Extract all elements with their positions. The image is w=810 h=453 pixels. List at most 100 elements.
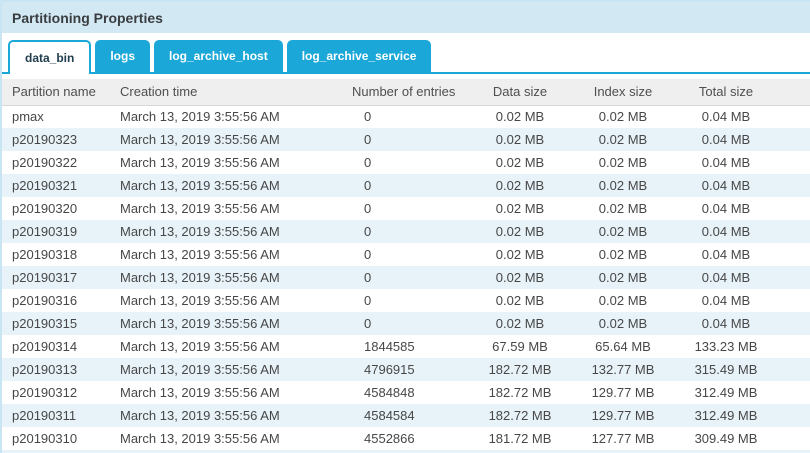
index-size-cell: 65.64 MB xyxy=(595,339,651,354)
creation-time-cell: March 13, 2019 3:55:56 AM xyxy=(120,247,280,262)
tab-log_archive_host[interactable]: log_archive_host xyxy=(154,40,283,72)
partition-name-cell: p20190321 xyxy=(12,178,78,193)
data-size-cell: 0.02 MB xyxy=(495,155,545,170)
total-size-cell: 0.04 MB xyxy=(701,270,751,285)
index-size-cell: 0.02 MB xyxy=(598,270,648,285)
partition-name-cell: p20190312 xyxy=(12,385,78,400)
index-size-cell: 0.02 MB xyxy=(598,201,648,216)
entries-cell: 4552866 xyxy=(364,431,415,446)
total-size-cell: 0.04 MB xyxy=(701,201,751,216)
entries-cell: 0 xyxy=(364,270,372,285)
index-size-cell: 129.77 MB xyxy=(591,385,655,400)
index-size-cell: 127.77 MB xyxy=(591,431,655,446)
creation-time-cell: March 13, 2019 3:55:56 AM xyxy=(120,224,280,239)
total-size-cell: 312.49 MB xyxy=(694,408,758,423)
column-header-index-size: Index size xyxy=(572,79,674,106)
tab-log_archive_service[interactable]: log_archive_service xyxy=(286,40,432,72)
total-size-cell: 0.04 MB xyxy=(701,247,751,262)
table-row[interactable]: p20190323 March 13, 2019 3:55:56 AM 0 0.02 … xyxy=(2,128,810,151)
partition-name-cell: p20190318 xyxy=(12,247,78,262)
entries-cell: 0 xyxy=(364,109,372,125)
creation-time-cell: March 13, 2019 3:55:56 AM xyxy=(120,408,280,423)
tab-data_bin[interactable]: data_bin xyxy=(8,40,92,74)
index-size-cell: 0.02 MB xyxy=(598,132,648,147)
data-size-cell: 181.72 MB xyxy=(488,431,552,446)
partitions-table: Partition name Creation time Number of ent… xyxy=(2,79,810,450)
table-row[interactable]: p20190310 March 13, 2019 3:55:56 AM 455286… xyxy=(2,427,810,450)
column-header-creation-time: Creation time xyxy=(120,79,352,106)
data-size-cell: 0.02 MB xyxy=(495,201,545,216)
creation-time-cell: March 13, 2019 3:55:56 AM xyxy=(120,431,280,446)
data-size-cell: 0.02 MB xyxy=(495,270,545,285)
entries-cell: 0 xyxy=(364,201,372,216)
entries-cell: 4796915 xyxy=(364,362,415,377)
next-row-sliver xyxy=(2,450,810,453)
data-size-cell: 0.02 MB xyxy=(495,109,545,125)
panel-title: Partitioning Properties xyxy=(12,9,163,26)
entries-cell: 0 xyxy=(364,178,372,193)
partition-name-cell: p20190323 xyxy=(12,132,78,147)
total-size-cell: 133.23 MB xyxy=(694,339,758,354)
index-size-cell: 129.77 MB xyxy=(591,408,655,423)
table-row[interactable]: p20190318 March 13, 2019 3:55:56 AM 0 0.02 … xyxy=(2,243,810,266)
data-size-cell: 0.02 MB xyxy=(495,132,545,147)
entries-cell: 0 xyxy=(364,316,372,331)
table-row[interactable]: p20190317 March 13, 2019 3:55:56 AM 0 0.02 … xyxy=(2,266,810,289)
column-header-number-of-entries: Number of entries xyxy=(352,79,468,106)
tab-underline xyxy=(2,72,810,74)
entries-cell: 1844585 xyxy=(364,339,415,354)
partition-name-cell: p20190315 xyxy=(12,316,78,331)
index-size-cell: 0.02 MB xyxy=(598,247,648,262)
data-size-cell: 182.72 MB xyxy=(488,408,552,423)
table-row[interactable]: pmax March 13, 2019 3:55:56 AM 0 0.02 MB 0.0… xyxy=(2,105,810,128)
creation-time-cell: March 13, 2019 3:55:56 AM xyxy=(120,339,280,354)
entries-cell: 0 xyxy=(364,224,372,239)
table-header-row: Partition name Creation time Number of ent… xyxy=(2,79,810,106)
data-size-cell: 0.02 MB xyxy=(495,316,545,331)
entries-cell: 0 xyxy=(364,155,372,170)
creation-time-cell: March 13, 2019 3:55:56 AM xyxy=(120,316,280,331)
total-size-cell: 0.04 MB xyxy=(701,109,751,125)
data-size-cell: 0.02 MB xyxy=(495,247,545,262)
partition-name-cell: p20190310 xyxy=(12,431,78,446)
tab-logs[interactable]: logs xyxy=(95,40,151,72)
index-size-cell: 0.02 MB xyxy=(598,316,648,331)
creation-time-cell: March 13, 2019 3:55:56 AM xyxy=(120,293,280,308)
index-size-cell: 0.02 MB xyxy=(598,224,648,239)
table-row[interactable]: p20190316 March 13, 2019 3:55:56 AM 0 0.02 … xyxy=(2,289,810,312)
creation-time-cell: March 13, 2019 3:55:56 AM xyxy=(120,270,280,285)
creation-time-cell: March 13, 2019 3:55:56 AM xyxy=(120,155,280,170)
creation-time-cell: March 13, 2019 3:55:56 AM xyxy=(120,362,280,377)
table-row[interactable]: p20190313 March 13, 2019 3:55:56 AM 479691… xyxy=(2,358,810,381)
data-size-cell: 182.72 MB xyxy=(488,385,552,400)
entries-cell: 0 xyxy=(364,132,372,147)
tab-bar: data_bin logs log_archive_host log_archive_… xyxy=(2,40,810,74)
partitions-grid: Partition name Creation time Number of ent… xyxy=(2,79,810,453)
creation-time-cell: March 13, 2019 3:55:56 AM xyxy=(120,178,280,193)
total-size-cell: 0.04 MB xyxy=(701,178,751,193)
partition-name-cell: pmax xyxy=(12,109,44,125)
index-size-cell: 0.02 MB xyxy=(598,109,648,125)
table-row[interactable]: p20190319 March 13, 2019 3:55:56 AM 0 0.02 … xyxy=(2,220,810,243)
table-row[interactable]: p20190322 March 13, 2019 3:55:56 AM 0 0.02 … xyxy=(2,151,810,174)
table-row[interactable]: p20190312 March 13, 2019 3:55:56 AM 458484… xyxy=(2,381,810,404)
index-size-cell: 0.02 MB xyxy=(598,293,648,308)
creation-time-cell: March 13, 2019 3:55:56 AM xyxy=(120,109,280,125)
panel-title-bar: Partitioning Properties xyxy=(2,2,810,33)
table-row[interactable]: p20190311 March 13, 2019 3:55:56 AM 458458… xyxy=(2,404,810,427)
table-body: pmax March 13, 2019 3:55:56 AM 0 0.02 MB 0.0… xyxy=(2,105,810,450)
index-size-cell: 132.77 MB xyxy=(591,362,655,377)
total-size-cell: 312.49 MB xyxy=(694,385,758,400)
total-size-cell: 309.49 MB xyxy=(694,431,758,446)
partition-name-cell: p20190322 xyxy=(12,155,78,170)
entries-cell: 4584848 xyxy=(364,385,415,400)
column-header-total-size: Total size xyxy=(674,79,778,106)
table-row[interactable]: p20190315 March 13, 2019 3:55:56 AM 0 0.02 … xyxy=(2,312,810,335)
entries-cell: 0 xyxy=(364,247,372,262)
table-row[interactable]: p20190320 March 13, 2019 3:55:56 AM 0 0.02 … xyxy=(2,197,810,220)
table-row[interactable]: p20190321 March 13, 2019 3:55:56 AM 0 0.02 … xyxy=(2,174,810,197)
table-row[interactable]: p20190314 March 13, 2019 3:55:56 AM 184458… xyxy=(2,335,810,358)
data-size-cell: 182.72 MB xyxy=(488,362,552,377)
partition-name-cell: p20190316 xyxy=(12,293,78,308)
